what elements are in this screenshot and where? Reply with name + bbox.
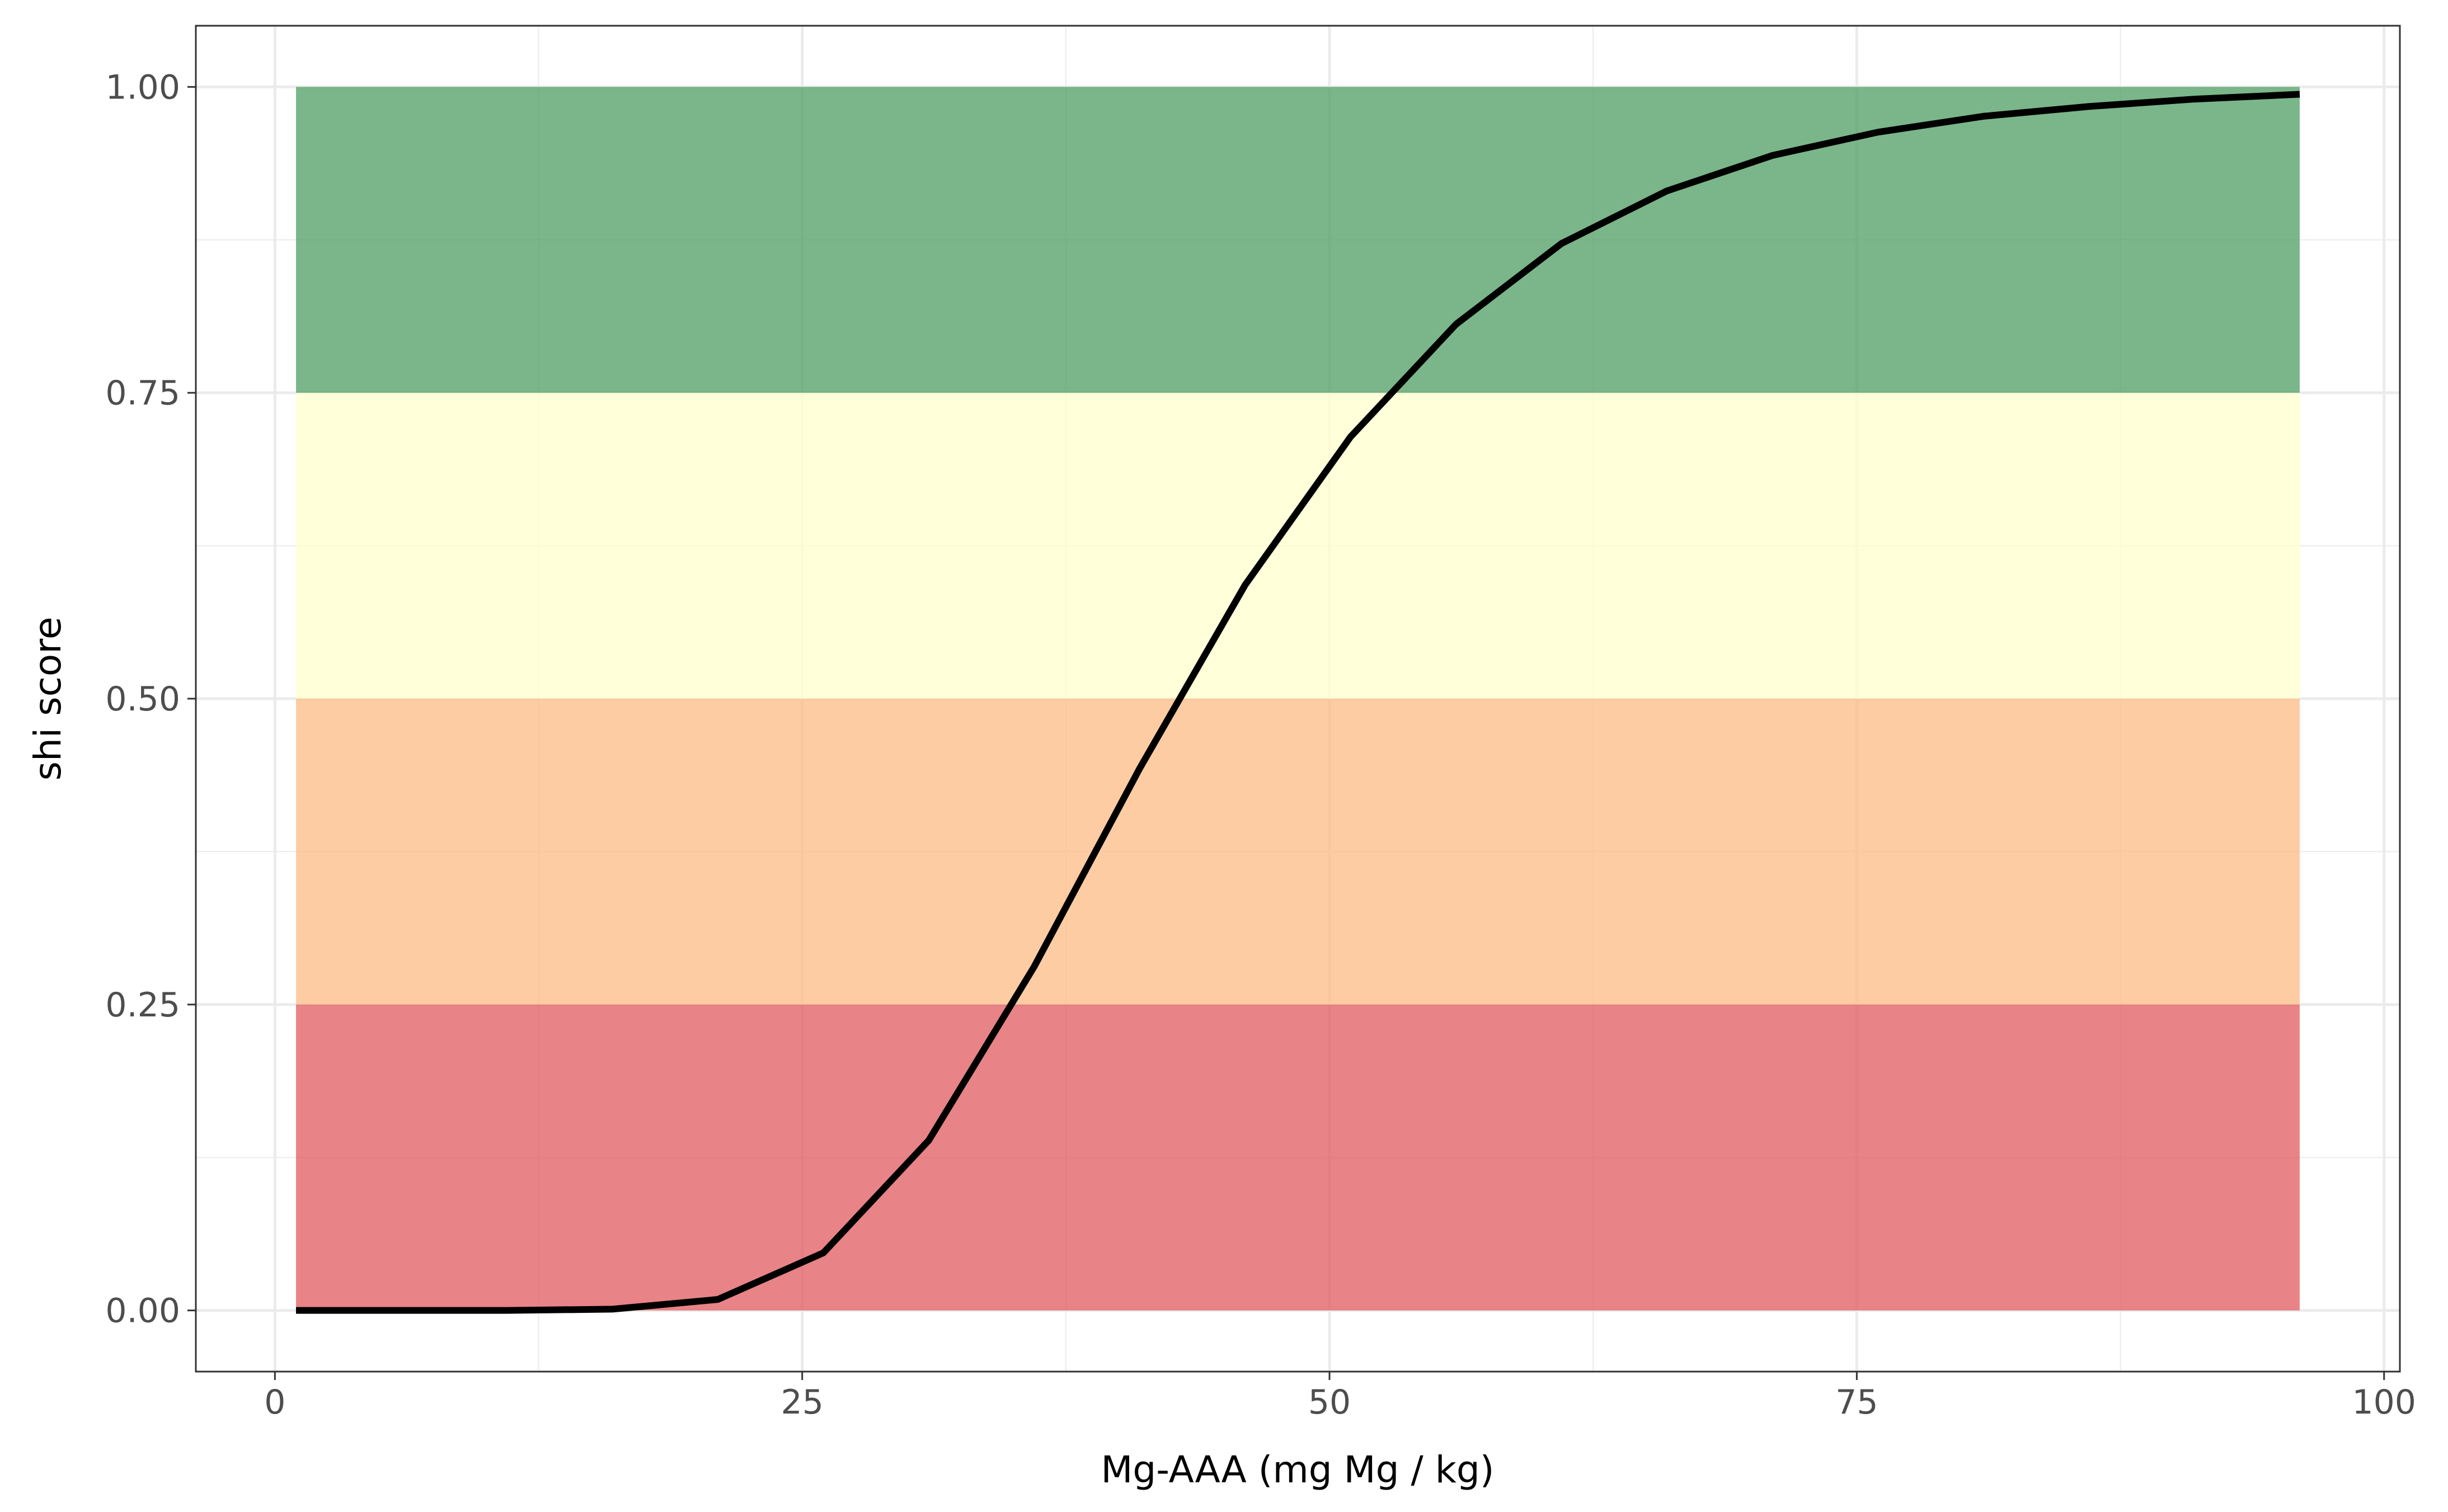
y-axis-ticks: 0.00 0.25 0.50 0.75 1.00 <box>105 68 196 1331</box>
x-axis-ticks: 0 25 50 75 100 <box>264 1372 2416 1422</box>
x-tick-label: 25 <box>781 1383 824 1422</box>
x-tick-label: 75 <box>1835 1383 1878 1422</box>
y-tick-label: 0.00 <box>105 1292 180 1331</box>
y-tick-label: 1.00 <box>105 68 180 107</box>
y-tick-label: 0.50 <box>105 680 180 719</box>
y-tick-label: 0.25 <box>105 986 180 1025</box>
x-tick-label: 0 <box>264 1383 285 1422</box>
series-lines <box>296 91 2300 1314</box>
score-bands <box>296 87 2300 1311</box>
score-band-4 <box>296 87 2300 393</box>
score-band-2 <box>296 699 2300 1005</box>
series-line-1 <box>296 91 2300 1314</box>
y-axis-title: shi score <box>26 617 69 781</box>
x-axis-title: Mg-AAA (mg Mg / kg) <box>1101 1448 1494 1491</box>
x-tick-label: 100 <box>2352 1383 2416 1422</box>
score-band-3 <box>296 393 2300 699</box>
y-tick-label: 0.75 <box>105 374 180 413</box>
score-band-1 <box>296 1004 2300 1311</box>
x-tick-label: 50 <box>1308 1383 1351 1422</box>
